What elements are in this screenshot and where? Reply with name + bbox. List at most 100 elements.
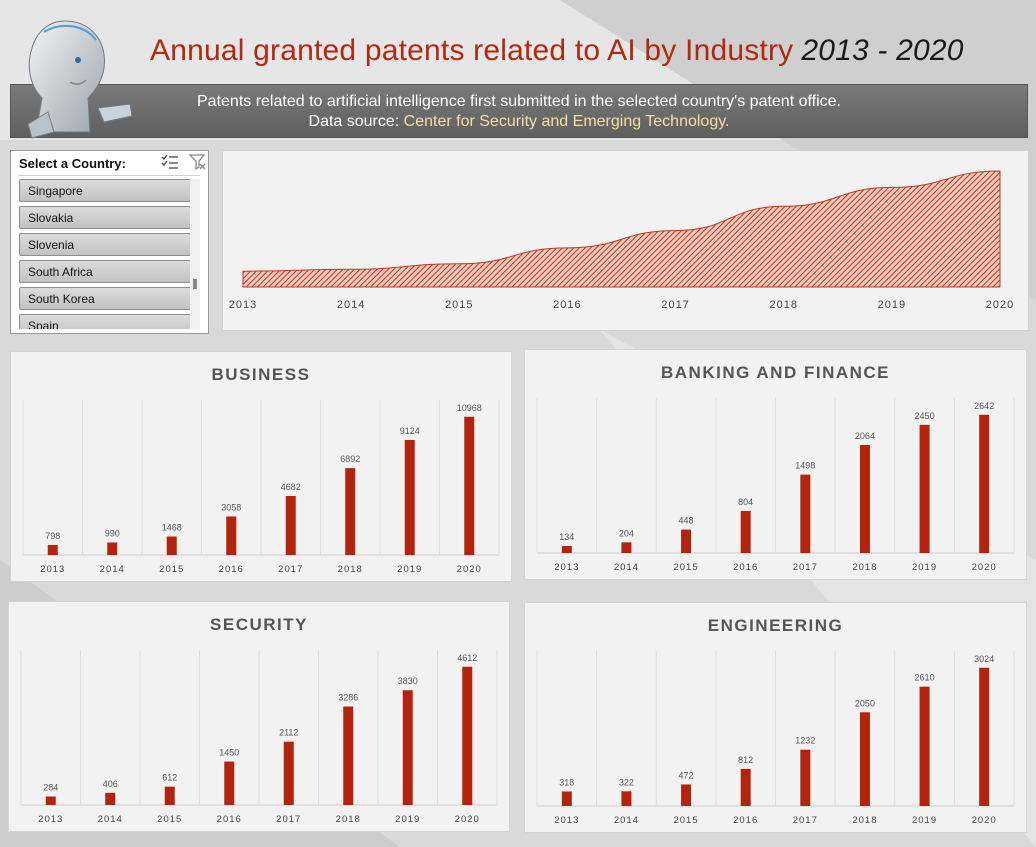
bar	[345, 468, 355, 555]
source-link[interactable]: Center for Security and Emerging Technol…	[404, 113, 730, 130]
engineering-bar-chart: 3182013322201447220158122016123220172050…	[525, 603, 1026, 832]
security-chart-title: SECURITY	[9, 615, 509, 635]
bar	[741, 511, 751, 553]
tick-label: 2016	[219, 564, 244, 575]
clear-filter-icon[interactable]	[189, 154, 207, 170]
slicer-item-slovenia[interactable]: Slovenia	[19, 233, 191, 256]
tick-label: 2018	[336, 814, 361, 825]
bar	[920, 425, 930, 553]
bar	[979, 668, 989, 806]
tick-label: 2017	[278, 564, 303, 575]
data-label: 3830	[398, 676, 418, 686]
slicer-item-spain[interactable]: Spain	[19, 314, 191, 329]
slicer-item-south-korea[interactable]: South Korea	[19, 287, 191, 310]
bar	[621, 791, 631, 806]
tick-label: 2020	[972, 815, 997, 826]
page-title: Annual granted patents related to AI by …	[150, 34, 964, 68]
title-years: 2013 - 2020	[801, 34, 963, 67]
tick-label: 2014	[337, 299, 365, 311]
multi-select-icon[interactable]	[161, 154, 179, 170]
tick-label: 2018	[769, 299, 797, 311]
tick-label: 2014	[614, 815, 639, 826]
tick-label: 2020	[972, 562, 997, 573]
subtitle-banner: Patents related to artificial intelligen…	[10, 84, 1028, 138]
tick-label: 2019	[878, 299, 906, 311]
bar	[462, 667, 472, 805]
country-slicer[interactable]: Select a Country: Singapore Slovakia Slo…	[10, 150, 209, 334]
bar	[562, 791, 572, 806]
data-label: 3024	[974, 654, 994, 664]
tick-label: 2016	[733, 815, 758, 826]
data-label: 2450	[915, 411, 935, 421]
slicer-item-slovakia[interactable]: Slovakia	[19, 206, 191, 229]
tick-label: 2015	[159, 564, 184, 575]
bar	[681, 784, 691, 806]
tick-label: 2020	[455, 814, 480, 825]
bar	[920, 687, 930, 806]
bar	[224, 762, 234, 805]
bar	[46, 796, 56, 805]
security-bar-chart: 2842013406201461220151450201621122017328…	[9, 602, 509, 831]
slicer-item-singapore[interactable]: Singapore	[19, 179, 191, 202]
bar	[107, 543, 117, 555]
tick-label: 2013	[554, 815, 579, 826]
slicer-header: Select a Country:	[19, 151, 200, 176]
bar	[800, 750, 810, 806]
bar	[621, 542, 631, 553]
bar	[165, 787, 175, 805]
data-label: 472	[679, 770, 694, 780]
data-label: 1450	[219, 748, 239, 758]
bar	[226, 516, 236, 555]
engineering-chart-title: ENGINEERING	[525, 616, 1026, 636]
bar	[343, 707, 353, 805]
total-area-chart: 20132014201520162017201820192020	[223, 151, 1028, 330]
business-bar-chart: 7982013990201414682015305820164682201768…	[11, 352, 511, 581]
tick-label: 2018	[338, 564, 363, 575]
tick-label: 2015	[673, 562, 698, 573]
tick-label: 2020	[986, 299, 1014, 311]
tick-label: 2014	[98, 814, 123, 825]
business-chart-panel: BUSINESS 7982013990201414682015305820164…	[10, 351, 512, 582]
tick-label: 2019	[912, 562, 937, 573]
data-label: 448	[679, 516, 694, 526]
tick-label: 2017	[793, 815, 818, 826]
tick-label: 2016	[217, 814, 242, 825]
tick-label: 2013	[229, 299, 257, 311]
data-label: 798	[45, 531, 60, 541]
data-label: 204	[619, 528, 634, 538]
bar	[286, 496, 296, 555]
data-label: 4612	[457, 653, 477, 663]
data-label: 2112	[279, 728, 298, 738]
data-label: 322	[619, 777, 634, 787]
tick-label: 2015	[445, 299, 473, 311]
area-series	[243, 171, 1000, 287]
tick-label: 2013	[554, 562, 579, 573]
slicer-scroll-thumb[interactable]	[193, 279, 197, 289]
tick-label: 2019	[395, 814, 420, 825]
bar	[405, 440, 415, 555]
tick-label: 2014	[100, 564, 125, 575]
slicer-item-south-africa[interactable]: South Africa	[19, 260, 191, 283]
source-prefix: Data source:	[309, 113, 404, 130]
bar	[48, 545, 58, 555]
bar	[979, 415, 989, 553]
tick-label: 2017	[661, 299, 689, 311]
data-label: 284	[43, 782, 58, 792]
tick-label: 2013	[38, 814, 63, 825]
bar	[562, 546, 572, 553]
engineering-chart-panel: ENGINEERING 3182013322201447220158122016…	[524, 602, 1027, 833]
tick-label: 2013	[40, 564, 65, 575]
data-label: 406	[103, 779, 118, 789]
data-label: 2050	[855, 698, 875, 708]
data-label: 612	[162, 773, 177, 783]
tick-label: 2018	[852, 815, 877, 826]
banner-description: Patents related to artificial intelligen…	[11, 92, 1027, 112]
tick-label: 2019	[912, 815, 937, 826]
tick-label: 2017	[793, 562, 818, 573]
slicer-scrollbar[interactable]	[190, 179, 200, 329]
banking-bar-chart: 1342013204201444820158042016149820172064…	[525, 350, 1026, 579]
data-label: 804	[738, 497, 753, 507]
tick-label: 2015	[673, 815, 698, 826]
tick-label: 2020	[457, 564, 482, 575]
data-label: 9124	[400, 426, 420, 436]
